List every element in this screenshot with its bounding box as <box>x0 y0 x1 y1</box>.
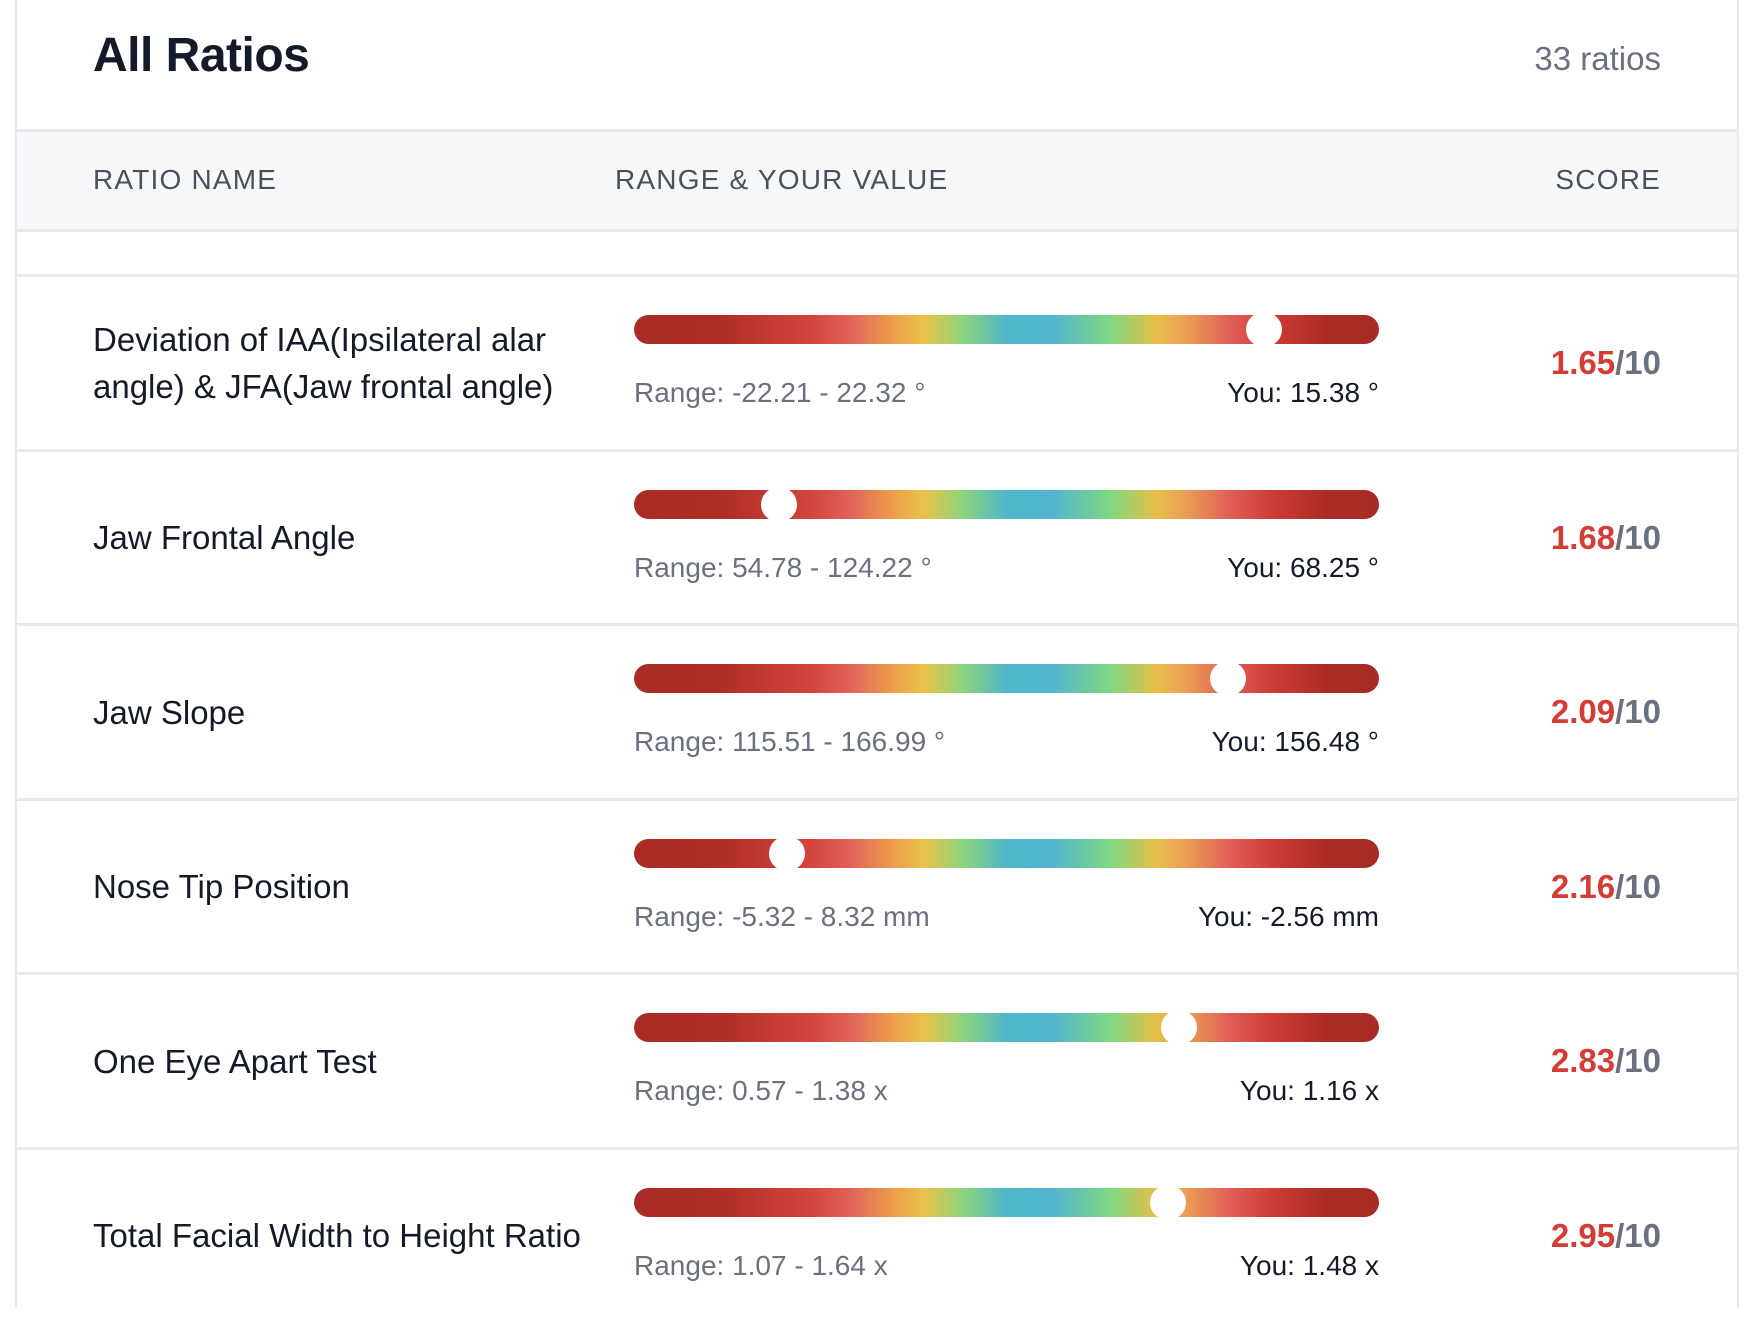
your-value: You: 68.25 ° <box>1227 551 1379 583</box>
table-row-partial <box>17 228 1737 272</box>
your-value: You: -2.56 mm <box>1197 900 1379 932</box>
column-score: SCORE <box>1555 164 1661 195</box>
score-value: 1.65 <box>1550 344 1616 381</box>
table-header: RATIO NAME RANGE & YOUR VALUE SCORE <box>17 129 1737 232</box>
table-row[interactable]: Nose Tip Position Range: -5.32 - 8.32 mm… <box>17 797 1737 973</box>
score-max: /10 <box>1615 344 1661 381</box>
ratio-name: Total Facial Width to Height Ratio <box>93 1217 581 1254</box>
ratio-name: Jaw Slope <box>93 693 246 731</box>
score: 2.09/10 <box>1551 626 1661 798</box>
page-title: All Ratios <box>93 29 310 82</box>
value-marker <box>1245 312 1282 347</box>
range-text: Range: 54.78 - 124.22 ° <box>634 551 932 583</box>
ratio-name: Deviation of IAA(Ipsilateral alar angle)… <box>93 321 554 405</box>
ratio-count: 33 ratios <box>1534 40 1661 77</box>
your-value: You: 15.38 ° <box>1227 377 1379 408</box>
score-max: /10 <box>1615 1042 1661 1079</box>
your-value: You: 156.48 ° <box>1211 726 1379 757</box>
score-max: /10 <box>1615 867 1661 905</box>
range-bar <box>634 486 1379 522</box>
column-range: RANGE & YOUR VALUE <box>615 164 949 195</box>
value-marker <box>1150 1184 1187 1220</box>
score: 2.16/10 <box>1551 801 1661 973</box>
value-marker <box>760 486 797 522</box>
score-max: /10 <box>1615 693 1661 730</box>
score: 1.68/10 <box>1551 452 1661 624</box>
score-value: 2.09 <box>1550 693 1616 730</box>
table-row[interactable]: Total Facial Width to Height Ratio Range… <box>17 1146 1737 1322</box>
score-max: /10 <box>1615 1216 1661 1254</box>
ratio-name: Jaw Frontal Angle <box>93 519 356 556</box>
score-value: 2.83 <box>1550 1042 1616 1079</box>
score-value: 2.16 <box>1550 867 1616 905</box>
range-bar <box>634 1010 1379 1045</box>
table-row[interactable]: Jaw Frontal Angle Range: 54.78 - 124.22 … <box>17 448 1737 624</box>
ratios-card: All Ratios 33 ratios RATIO NAME RANGE & … <box>15 0 1739 1308</box>
score-max: /10 <box>1615 518 1661 556</box>
range-text: Range: -22.21 - 22.32 ° <box>634 377 926 408</box>
range-bar <box>634 661 1379 696</box>
value-marker <box>768 835 805 871</box>
range-bar <box>634 312 1379 347</box>
score-value: 1.68 <box>1550 518 1616 556</box>
score: 2.95/10 <box>1551 1150 1661 1322</box>
ratio-name: One Eye Apart Test <box>93 1042 377 1080</box>
score-value: 2.95 <box>1550 1216 1616 1254</box>
table-row[interactable]: Jaw Slope Range: 115.51 - 166.99 ° You: … <box>17 623 1737 798</box>
value-marker <box>1209 661 1246 696</box>
ratio-name: Nose Tip Position <box>93 868 350 905</box>
score: 1.65/10 <box>1551 277 1661 449</box>
table-row[interactable]: One Eye Apart Test Range: 0.57 - 1.38 x … <box>17 972 1737 1147</box>
range-text: Range: 1.07 - 1.64 x <box>634 1249 888 1281</box>
range-text: Range: 115.51 - 166.99 ° <box>634 726 946 757</box>
table-row[interactable]: Deviation of IAA(Ipsilateral alar angle)… <box>17 274 1737 449</box>
range-text: Range: -5.32 - 8.32 mm <box>634 900 930 932</box>
your-value: You: 1.16 x <box>1239 1075 1379 1106</box>
column-ratio-name: RATIO NAME <box>93 164 278 195</box>
range-bar <box>634 1184 1379 1220</box>
range-bar <box>634 835 1379 871</box>
score: 2.83/10 <box>1551 975 1661 1147</box>
range-text: Range: 0.57 - 1.38 x <box>634 1075 888 1106</box>
your-value: You: 1.48 x <box>1239 1249 1379 1281</box>
value-marker <box>1160 1010 1197 1045</box>
